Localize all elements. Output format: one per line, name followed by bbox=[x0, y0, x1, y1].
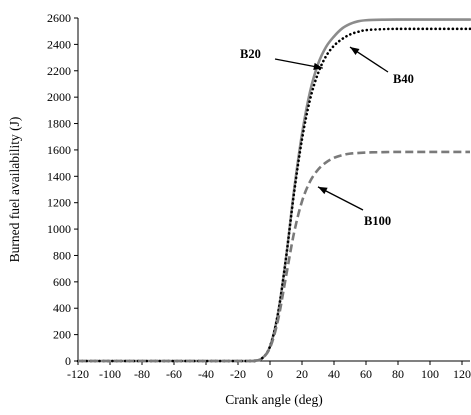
series-line-b20 bbox=[76, 18, 471, 363]
series-layer bbox=[76, 18, 471, 363]
x-tick-label: 0 bbox=[267, 367, 273, 381]
x-tick-label: 120 bbox=[453, 367, 471, 381]
annotation-arrowhead-b40 bbox=[350, 47, 360, 55]
y-tick-label: 0 bbox=[65, 354, 71, 368]
x-tick-label: 80 bbox=[392, 367, 404, 381]
axes-layer bbox=[77, 18, 470, 362]
annotation-label-b40: B40 bbox=[393, 72, 414, 86]
x-tick-label: -80 bbox=[134, 367, 150, 381]
ticks-layer: -120 -100 -80 -60 -40 -20 0 20 40 60 80 100 12002004… bbox=[47, 11, 471, 381]
y-tick-label: 2200 bbox=[47, 64, 71, 78]
x-tick-label: 20 bbox=[296, 367, 308, 381]
y-tick-label: 800 bbox=[53, 248, 71, 262]
x-tick-label: -60 bbox=[166, 367, 182, 381]
y-tick-label: 1200 bbox=[47, 196, 71, 210]
y-tick-label: 1000 bbox=[47, 222, 71, 236]
annotation-label-b20: B20 bbox=[240, 47, 261, 61]
y-tick-label: 400 bbox=[53, 301, 71, 315]
x-tick-label: -20 bbox=[230, 367, 246, 381]
y-tick-label: 2400 bbox=[47, 37, 71, 51]
annotation-arrowhead-b20 bbox=[313, 62, 323, 70]
y-tick-label: 1600 bbox=[47, 143, 71, 157]
y-tick-label: 2600 bbox=[47, 11, 71, 25]
y-tick-label: 1800 bbox=[47, 117, 71, 131]
y-tick-label: 600 bbox=[53, 275, 71, 289]
x-tick-label: -40 bbox=[198, 367, 214, 381]
y-tick-label: 200 bbox=[53, 328, 71, 342]
series-line-b100 bbox=[78, 150, 470, 363]
x-tick-label: 100 bbox=[421, 367, 439, 381]
series-line-b40 bbox=[76, 27, 471, 363]
x-axis-title: Crank angle (deg) bbox=[225, 392, 322, 407]
y-tick-label: 1400 bbox=[47, 169, 71, 183]
x-tick-label: -120 bbox=[67, 367, 89, 381]
y-axis-title: Burned fuel availability (J) bbox=[7, 117, 22, 263]
x-tick-label: 60 bbox=[360, 367, 372, 381]
y-tick-label: 2000 bbox=[47, 90, 71, 104]
x-tick-label: 40 bbox=[328, 367, 340, 381]
annotation-layer: B20 B40 B100 bbox=[240, 46, 414, 228]
annotation-label-b100: B100 bbox=[364, 214, 391, 228]
x-tick-label: -100 bbox=[99, 367, 121, 381]
annotation-arrowhead-b100 bbox=[318, 186, 328, 195]
